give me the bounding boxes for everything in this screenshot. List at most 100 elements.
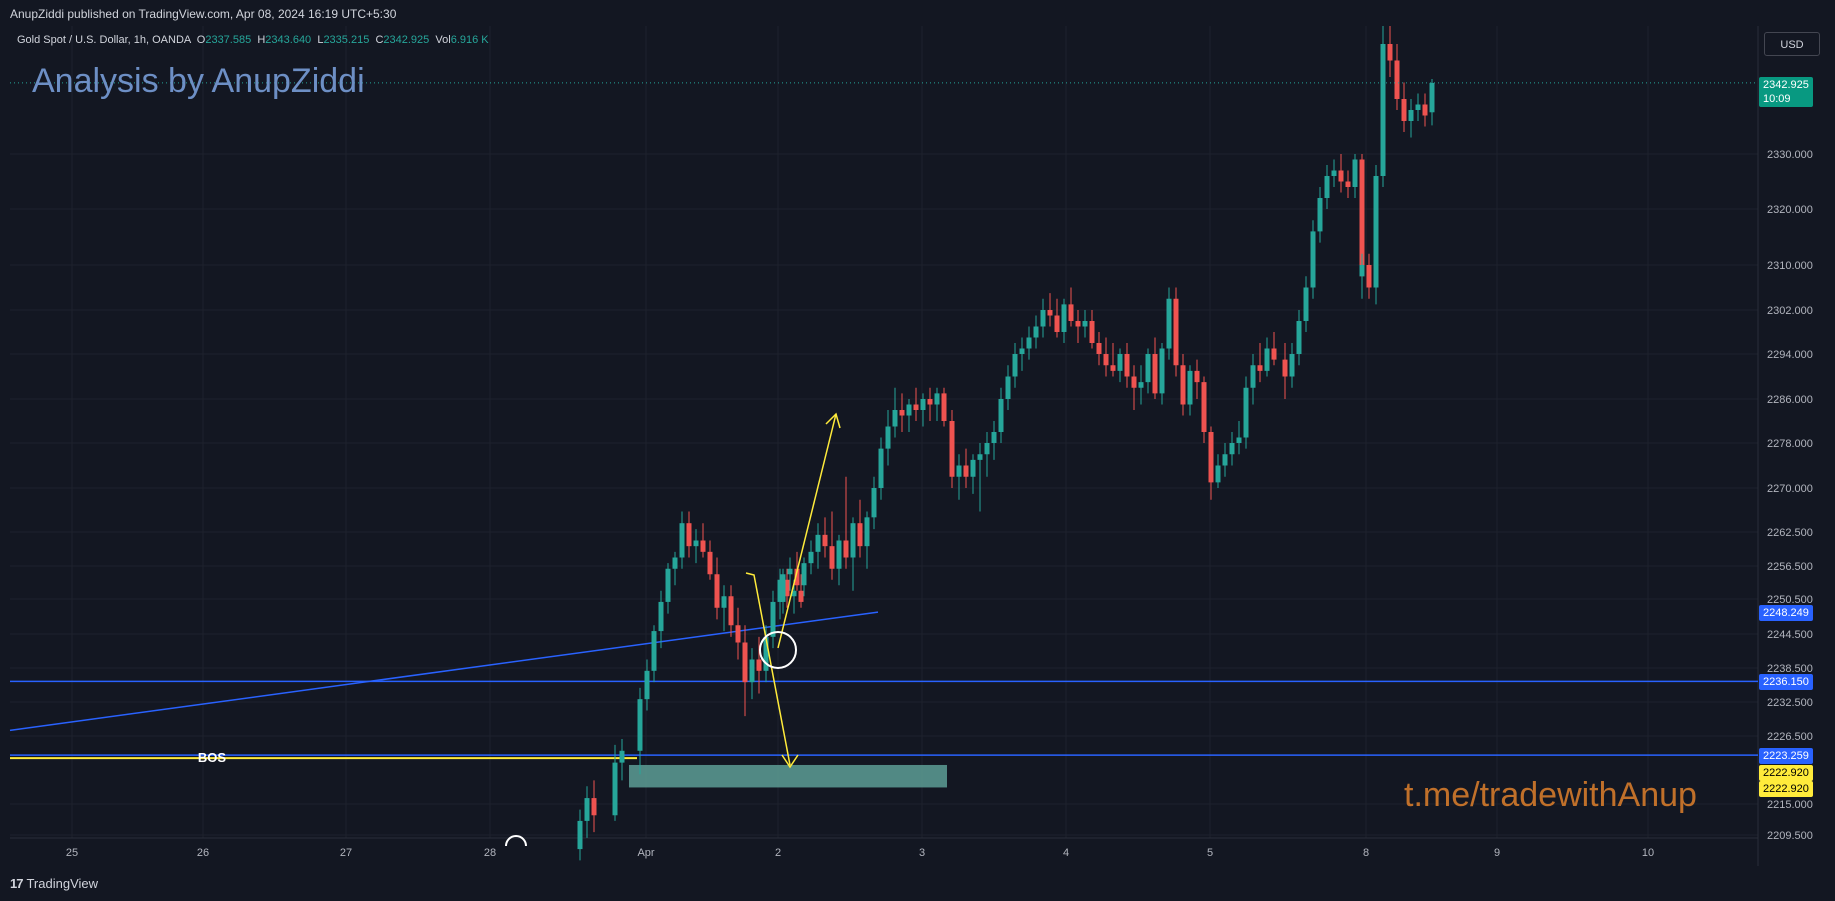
candle-body xyxy=(1264,348,1270,371)
candle-body xyxy=(857,523,863,547)
candle-body xyxy=(850,523,856,558)
candle-body xyxy=(1152,354,1158,394)
x-tick-label: 26 xyxy=(197,847,209,859)
tradingview-mark-icon: 17 xyxy=(10,876,24,891)
candle-body xyxy=(679,523,685,558)
candle-body xyxy=(1103,354,1109,366)
candle-body xyxy=(1019,348,1025,354)
candle-body xyxy=(836,540,842,569)
y-tick-label: 2270.000 xyxy=(1767,483,1813,495)
symbol-name[interactable]: Gold Spot / U.S. Dollar, 1h, OANDA xyxy=(17,34,191,46)
candle-body xyxy=(1380,44,1386,176)
candle-body xyxy=(1005,376,1011,399)
x-tick-label: Apr xyxy=(637,847,654,859)
candle-body xyxy=(1012,354,1018,377)
candle-body xyxy=(941,393,947,421)
candle-body xyxy=(920,399,926,410)
low-value: 2335.215 xyxy=(323,34,370,46)
lower-marker-arc xyxy=(505,835,527,847)
candle-body xyxy=(591,798,597,816)
candle-body xyxy=(1324,176,1330,198)
candle-body xyxy=(794,568,800,586)
y-tick-label: 2238.500 xyxy=(1767,663,1813,675)
candle-body xyxy=(777,579,783,602)
currency-button[interactable]: USD xyxy=(1764,32,1820,56)
candle-body xyxy=(1054,315,1060,332)
candle-body xyxy=(612,762,618,816)
open-label: O xyxy=(196,34,206,46)
candle-body xyxy=(949,421,955,477)
telegram-link-text: t.me/tradewithAnup xyxy=(1404,776,1697,814)
candle-body xyxy=(672,557,678,569)
level-1-price-badge: 2236.150 xyxy=(1759,674,1813,690)
candle-body xyxy=(934,393,940,405)
candle-body xyxy=(1187,370,1193,405)
candle-body xyxy=(665,568,671,602)
candle-body xyxy=(927,399,933,405)
x-tick-label: 9 xyxy=(1494,847,1500,859)
demand-zone xyxy=(629,764,947,788)
candle-body xyxy=(693,540,699,547)
close-label: C xyxy=(375,34,384,46)
y-tick-label: 2302.000 xyxy=(1767,305,1813,317)
candle-body xyxy=(906,404,912,416)
candle-body xyxy=(714,574,720,608)
candle-body xyxy=(780,574,786,602)
candle-body xyxy=(749,659,755,683)
candle-body xyxy=(1352,159,1358,187)
candle-body xyxy=(1061,304,1067,332)
candle-body xyxy=(885,426,891,449)
candle-body xyxy=(970,459,976,477)
candle-body xyxy=(1096,343,1102,354)
candle-body xyxy=(1040,310,1046,327)
y-tick-label: 2244.500 xyxy=(1767,629,1813,641)
candle-body xyxy=(1345,181,1351,187)
volume-value: 6.916 K xyxy=(450,34,489,46)
candle-body xyxy=(843,540,849,558)
candle-body xyxy=(801,563,807,586)
candle-body xyxy=(1222,454,1228,466)
candle-body xyxy=(977,454,983,460)
candle-body xyxy=(728,596,734,626)
trendline-price-badge: 2248.249 xyxy=(1759,605,1813,621)
candle-body xyxy=(721,596,727,608)
candle-body xyxy=(700,540,706,552)
y-tick-label: 2262.500 xyxy=(1767,527,1813,539)
volume-label: Vol xyxy=(435,34,451,46)
candle-body xyxy=(991,432,997,443)
candle-body xyxy=(1387,44,1393,61)
analysis-watermark: Analysis by AnupZiddi xyxy=(32,62,365,100)
y-tick-label: 2320.000 xyxy=(1767,204,1813,216)
countdown-value: 10:09 xyxy=(1763,93,1791,105)
retest-circle-marker xyxy=(759,631,797,669)
candle-body xyxy=(1180,365,1186,405)
bos-price-badge-2: 2222.920 xyxy=(1759,781,1813,797)
candle-body xyxy=(984,443,990,455)
candle-body xyxy=(1215,465,1221,483)
bos-price-badge-1: 2222.920 xyxy=(1759,765,1813,781)
y-tick-label: 2226.500 xyxy=(1767,731,1813,743)
y-tick-label: 2278.000 xyxy=(1767,438,1813,450)
candle-body xyxy=(1394,60,1400,99)
y-tick-label: 2330.000 xyxy=(1767,149,1813,161)
open-value: 2337.585 xyxy=(205,34,252,46)
candle-body xyxy=(871,488,877,518)
x-tick-label: 2 xyxy=(775,847,781,859)
candle-body xyxy=(1331,170,1337,176)
candle-body xyxy=(808,551,814,564)
candle-body xyxy=(1296,321,1302,354)
candle-body xyxy=(1068,304,1074,321)
candle-body xyxy=(763,636,769,671)
candle-body xyxy=(1173,298,1179,366)
candle-body xyxy=(815,534,821,552)
candle-body xyxy=(963,465,969,477)
tradingview-logo[interactable]: 17 TradingView xyxy=(10,876,98,891)
up-arrow-head xyxy=(825,412,841,429)
down-arrow-head xyxy=(781,754,799,769)
high-label: H xyxy=(257,34,266,46)
candle-body xyxy=(913,404,919,410)
x-tick-label: 10 xyxy=(1642,847,1654,859)
candle-body xyxy=(787,568,793,575)
y-tick-label: 2294.000 xyxy=(1767,349,1813,361)
